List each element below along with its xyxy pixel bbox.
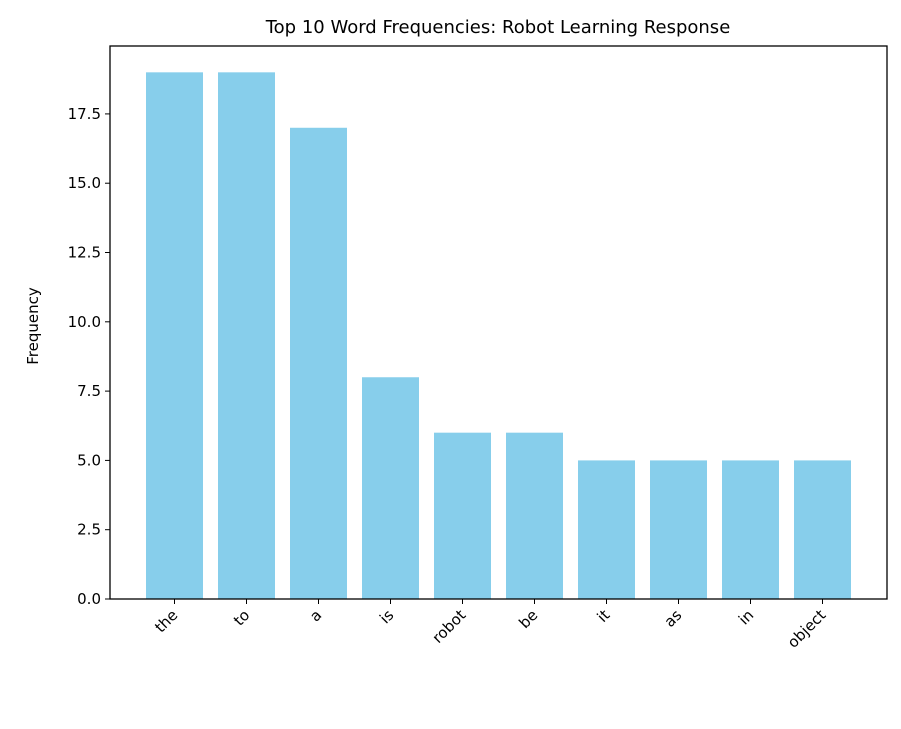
bar-it [578, 460, 635, 599]
y-axis-label: Frequency [24, 287, 42, 365]
y-axis: 0.0 2.5 5.0 7.5 10.0 12.5 15.0 17.5 [68, 105, 110, 608]
y-tick-label: 5.0 [77, 451, 101, 469]
y-tick-label: 15.0 [68, 174, 101, 192]
y-tick-label: 7.5 [77, 382, 101, 400]
x-tick-label-a: a [306, 606, 325, 625]
bar-robot [434, 432, 491, 599]
x-tick-label-to: to [230, 606, 253, 629]
x-tick-label-be: be [515, 606, 541, 632]
bar-a [290, 127, 347, 600]
y-tick-label: 2.5 [77, 521, 101, 539]
bar-object [794, 460, 851, 599]
x-tick-label-in: in [735, 606, 757, 628]
chart-title: Top 10 Word Frequencies: Robot Learning … [265, 17, 731, 38]
x-tick-label-the: the [151, 606, 181, 636]
x-tick-label-robot: robot [429, 606, 470, 647]
x-tick-label-as: as [661, 606, 686, 631]
y-tick-label: 17.5 [68, 105, 101, 123]
bar-in [722, 460, 779, 599]
y-tick-label: 10.0 [68, 313, 101, 331]
bar-the [146, 72, 203, 599]
x-tick-label-it: it [593, 606, 613, 626]
bar-be [506, 432, 563, 599]
x-tick-label-object: object [784, 606, 829, 651]
bar-is [362, 377, 419, 599]
y-tick-label: 12.5 [68, 244, 101, 262]
x-tick-label-is: is [376, 606, 397, 627]
bars-layer [146, 72, 851, 600]
bar-as [650, 460, 707, 599]
y-tick-label: 0.0 [77, 590, 101, 608]
plot-frame [109, 45, 888, 600]
bar-to [218, 72, 275, 599]
x-axis: the to a is robot be it as in object [151, 599, 829, 652]
